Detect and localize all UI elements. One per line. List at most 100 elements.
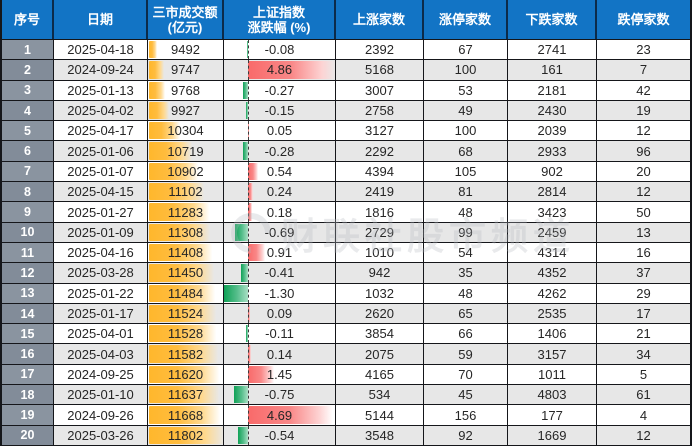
cell-turnover: 11484 [148,283,224,303]
change-databar [238,426,249,444]
cell-advancers: 2075 [336,344,424,364]
cell-limit-up: 156 [424,405,508,425]
turnover-databar [149,142,193,160]
turnover-databar [149,426,223,444]
header-decliners: 下跌家数 [508,0,597,39]
table-header-row: 序号 日期 三市成交额 (亿元) 上证指数 涨跌幅 (%) 上涨家数 涨停家数 … [2,0,690,39]
table-row: 13 2025-01-22 11484 -1.30 1032 48 4262 2… [2,283,690,304]
cell-decliners: 1011 [508,364,597,385]
cell-date: 2025-01-09 [54,222,148,242]
table-row: 8 2025-04-15 11102 0.24 2419 81 2814 12 [2,182,690,203]
table-row: 16 2025-04-03 11582 0.14 2075 59 3157 34 [2,344,690,365]
cell-limit-down: 12 [597,425,690,445]
cell-limit-down: 42 [597,80,690,100]
cell-change: 1.45 [224,364,336,385]
cell-change: -0.75 [224,385,336,405]
cell-turnover: 10902 [148,161,224,182]
cell-advancers: 4394 [336,161,424,182]
cell-date: 2025-03-28 [54,263,148,283]
turnover-databar [149,264,214,282]
zero-axis-line [248,364,250,385]
cell-advancers: 3854 [336,324,424,344]
header-turnover-label: 三市成交额 [152,4,218,20]
cell-turnover: 9927 [148,100,224,121]
cell-limit-up: 81 [424,182,508,202]
cell-turnover: 11308 [148,222,224,242]
turnover-databar [149,81,165,99]
cell-date: 2025-01-13 [54,80,148,100]
zero-axis-line [248,141,250,161]
cell-limit-up: 67 [424,40,508,60]
cell-advancers: 2620 [336,303,424,324]
cell-date: 2025-04-03 [54,344,148,364]
cell-limit-down: 21 [597,324,690,344]
cell-limit-up: 54 [424,242,508,263]
cell-advancers: 4165 [336,364,424,385]
cell-limit-down: 19 [597,100,690,121]
change-databar [246,325,249,343]
cell-turnover: 9492 [148,40,224,60]
table-row: 2 2024-09-24 9747 4.86 5168 100 161 7 [2,60,690,81]
cell-index: 18 [2,385,54,405]
zero-axis-line [248,222,250,242]
change-databar [224,284,249,302]
header-limit-down-label: 跌停家数 [617,12,670,27]
cell-limit-up: 92 [424,425,508,445]
cell-turnover: 11668 [148,405,224,425]
header-change: 上证指数 涨跌幅 (%) [224,0,336,39]
zero-axis-line [248,344,250,364]
zero-axis-line [248,182,250,202]
zero-axis-line [248,385,250,405]
cell-advancers: 5144 [336,405,424,425]
change-databar [235,223,249,241]
cell-decliners: 3157 [508,344,597,364]
header-limit-up-label: 涨停家数 [438,12,491,27]
header-advancers-label: 上涨家数 [352,12,405,27]
header-limit-up: 涨停家数 [424,0,508,39]
cell-date: 2024-09-24 [54,60,148,80]
turnover-databar [149,41,157,59]
cell-turnover: 9747 [148,60,224,80]
cell-index: 17 [2,364,54,385]
cell-turnover: 10304 [148,121,224,141]
cell-date: 2025-04-01 [54,324,148,344]
table-row: 14 2025-01-17 11524 0.09 2620 65 2535 17 [2,303,690,325]
cell-decliners: 2741 [508,40,597,60]
cell-limit-down: 7 [597,60,690,80]
cell-change: -0.69 [224,222,336,242]
turnover-databar [149,325,216,343]
cell-change: 0.09 [224,303,336,324]
cell-limit-down: 16 [597,242,690,263]
cell-index: 16 [2,344,54,364]
turnover-databar [149,304,216,323]
table-row: 3 2025-01-13 9768 -0.27 3007 53 2181 42 [2,80,690,101]
cell-limit-down: 23 [597,40,690,60]
cell-limit-down: 17 [597,303,690,324]
zero-axis-line [248,202,250,222]
cell-change: -0.27 [224,80,336,100]
zero-axis-line [248,425,250,445]
cell-date: 2025-04-02 [54,100,148,121]
cell-index: 11 [2,242,54,263]
cell-change: 0.24 [224,182,336,202]
change-databar [240,264,249,282]
cell-turnover: 11802 [148,425,224,445]
cell-date: 2025-04-15 [54,182,148,202]
cell-date: 2025-04-17 [54,121,148,141]
cell-decliners: 4352 [508,263,597,283]
cell-turnover: 11582 [148,344,224,364]
turnover-databar [149,61,164,79]
table-row: 19 2024-09-26 11668 4.69 5144 156 177 4 [2,405,690,426]
cell-change: 0.18 [224,202,336,222]
zero-axis-line [248,405,250,425]
cell-index: 19 [2,405,54,425]
cell-advancers: 2419 [336,182,424,202]
cell-change: 0.91 [224,242,336,263]
cell-advancers: 2758 [336,100,424,121]
cell-index: 5 [2,121,54,141]
cell-date: 2025-03-26 [54,425,148,445]
change-databar [248,183,253,201]
cell-date: 2025-04-18 [54,40,148,60]
cell-index: 8 [2,182,54,202]
